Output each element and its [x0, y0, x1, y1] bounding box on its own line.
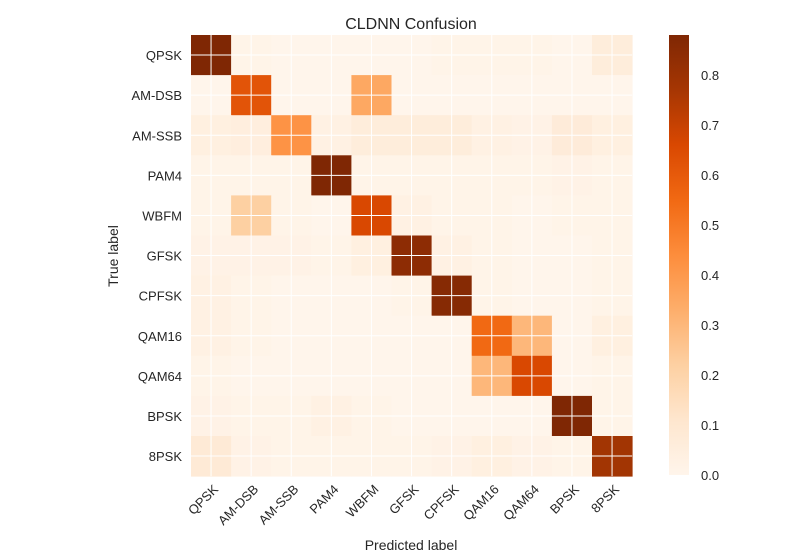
colorbar-tick-label: 0.7 [701, 118, 719, 133]
y-axis-label: True label [105, 225, 121, 287]
colorbar-tick-label: 0.3 [701, 318, 719, 333]
x-tick-label: QAM64 [500, 482, 542, 524]
x-tick-label: CPFSK [421, 481, 462, 522]
x-tick-label: AM-DSB [215, 482, 261, 528]
y-tick-label: AM-DSB [131, 88, 182, 103]
colorbar-tick-label: 0.8 [701, 68, 719, 83]
y-tick-labels: QPSK AM-DSB AM-SSB PAM4 WBFM GFSK CPFSK QAM16 QA… [131, 48, 182, 464]
heatmap-gridlines [191, 35, 633, 477]
x-axis-label: Predicted label [365, 537, 458, 550]
x-tick-label: 8PSK [588, 481, 622, 515]
y-tick-label: BPSK [147, 409, 182, 424]
colorbar-tick-label: 0.6 [701, 168, 719, 183]
colorbar-tick-label: 0.2 [701, 368, 719, 383]
colorbar-ticks: 0.0 0.1 0.2 0.3 0.4 0.5 0.6 0.7 0.8 [701, 68, 719, 483]
y-tick-label: WBFM [142, 208, 182, 223]
y-tick-label: QAM16 [138, 329, 182, 344]
x-tick-label: WBFM [343, 482, 382, 521]
colorbar-tick-label: 0.5 [701, 218, 719, 233]
x-tick-label: PAM4 [307, 482, 342, 517]
colorbar-tick-label: 0.4 [701, 268, 719, 283]
y-tick-label: 8PSK [149, 449, 183, 464]
y-tick-label: CPFSK [139, 289, 183, 304]
y-tick-label: GFSK [147, 249, 183, 264]
x-tick-label: AM-SSB [256, 482, 302, 528]
y-tick-label: AM-SSB [132, 128, 182, 143]
x-tick-label: QAM16 [460, 482, 502, 524]
colorbar-tick-label: 0.0 [701, 468, 719, 483]
x-tick-label: QPSK [185, 481, 221, 517]
colorbar [669, 35, 689, 475]
x-tick-label: GFSK [386, 481, 422, 517]
y-tick-label: QPSK [146, 48, 182, 63]
colorbar-tick-label: 0.1 [701, 418, 719, 433]
chart-title: CLDNN Confusion [345, 16, 477, 33]
y-tick-label: QAM64 [138, 369, 182, 384]
y-tick-label: PAM4 [148, 168, 182, 183]
x-tick-label: BPSK [547, 481, 582, 516]
